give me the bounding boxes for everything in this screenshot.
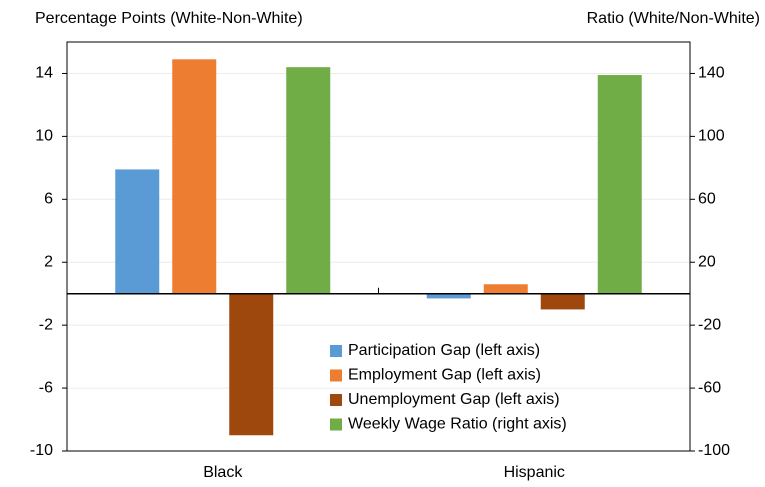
y2-tick-label: 100 <box>698 128 725 145</box>
legend-swatch <box>330 394 342 406</box>
bar <box>597 75 642 294</box>
y2-tick-label: -60 <box>698 379 721 396</box>
y2-tick-label: 140 <box>698 65 725 82</box>
bar <box>426 293 471 299</box>
x-tick-label: Hispanic <box>504 464 565 481</box>
y2-tick-label: 60 <box>698 191 716 208</box>
bar <box>540 293 585 310</box>
y-tick-label: -6 <box>39 379 53 396</box>
legend-label: Employment Gap (left axis) <box>348 367 541 384</box>
y-tick-label: 6 <box>44 191 53 208</box>
bar <box>172 59 217 294</box>
legend-swatch <box>330 369 342 382</box>
y-tick-label: 10 <box>35 128 53 145</box>
plot-border <box>66 41 691 452</box>
bar <box>286 67 331 294</box>
x-tick-label: Black <box>203 464 243 481</box>
legend-label: Weekly Wage Ratio (right axis) <box>348 416 567 433</box>
bar <box>483 284 528 294</box>
y-tick-label: -10 <box>30 442 53 459</box>
y-tick-label: -2 <box>39 316 53 333</box>
legend-swatch <box>330 345 342 357</box>
legend-label: Unemployment Gap (left axis) <box>348 391 560 408</box>
y2-tick-label: 20 <box>698 253 716 270</box>
y-tick-label: 14 <box>35 65 53 82</box>
bar <box>115 169 160 294</box>
y-axis-label: Percentage Points (White-Non-White) <box>35 10 303 27</box>
bar <box>229 293 274 436</box>
y2-axis-label: Ratio (White/Non-White) <box>587 10 760 27</box>
legend-swatch <box>330 418 342 431</box>
y-tick-label: 2 <box>44 253 53 270</box>
y2-tick-label: -20 <box>698 316 721 333</box>
y2-tick-label: -100 <box>698 442 730 459</box>
legend-label: Participation Gap (left axis) <box>348 342 540 359</box>
